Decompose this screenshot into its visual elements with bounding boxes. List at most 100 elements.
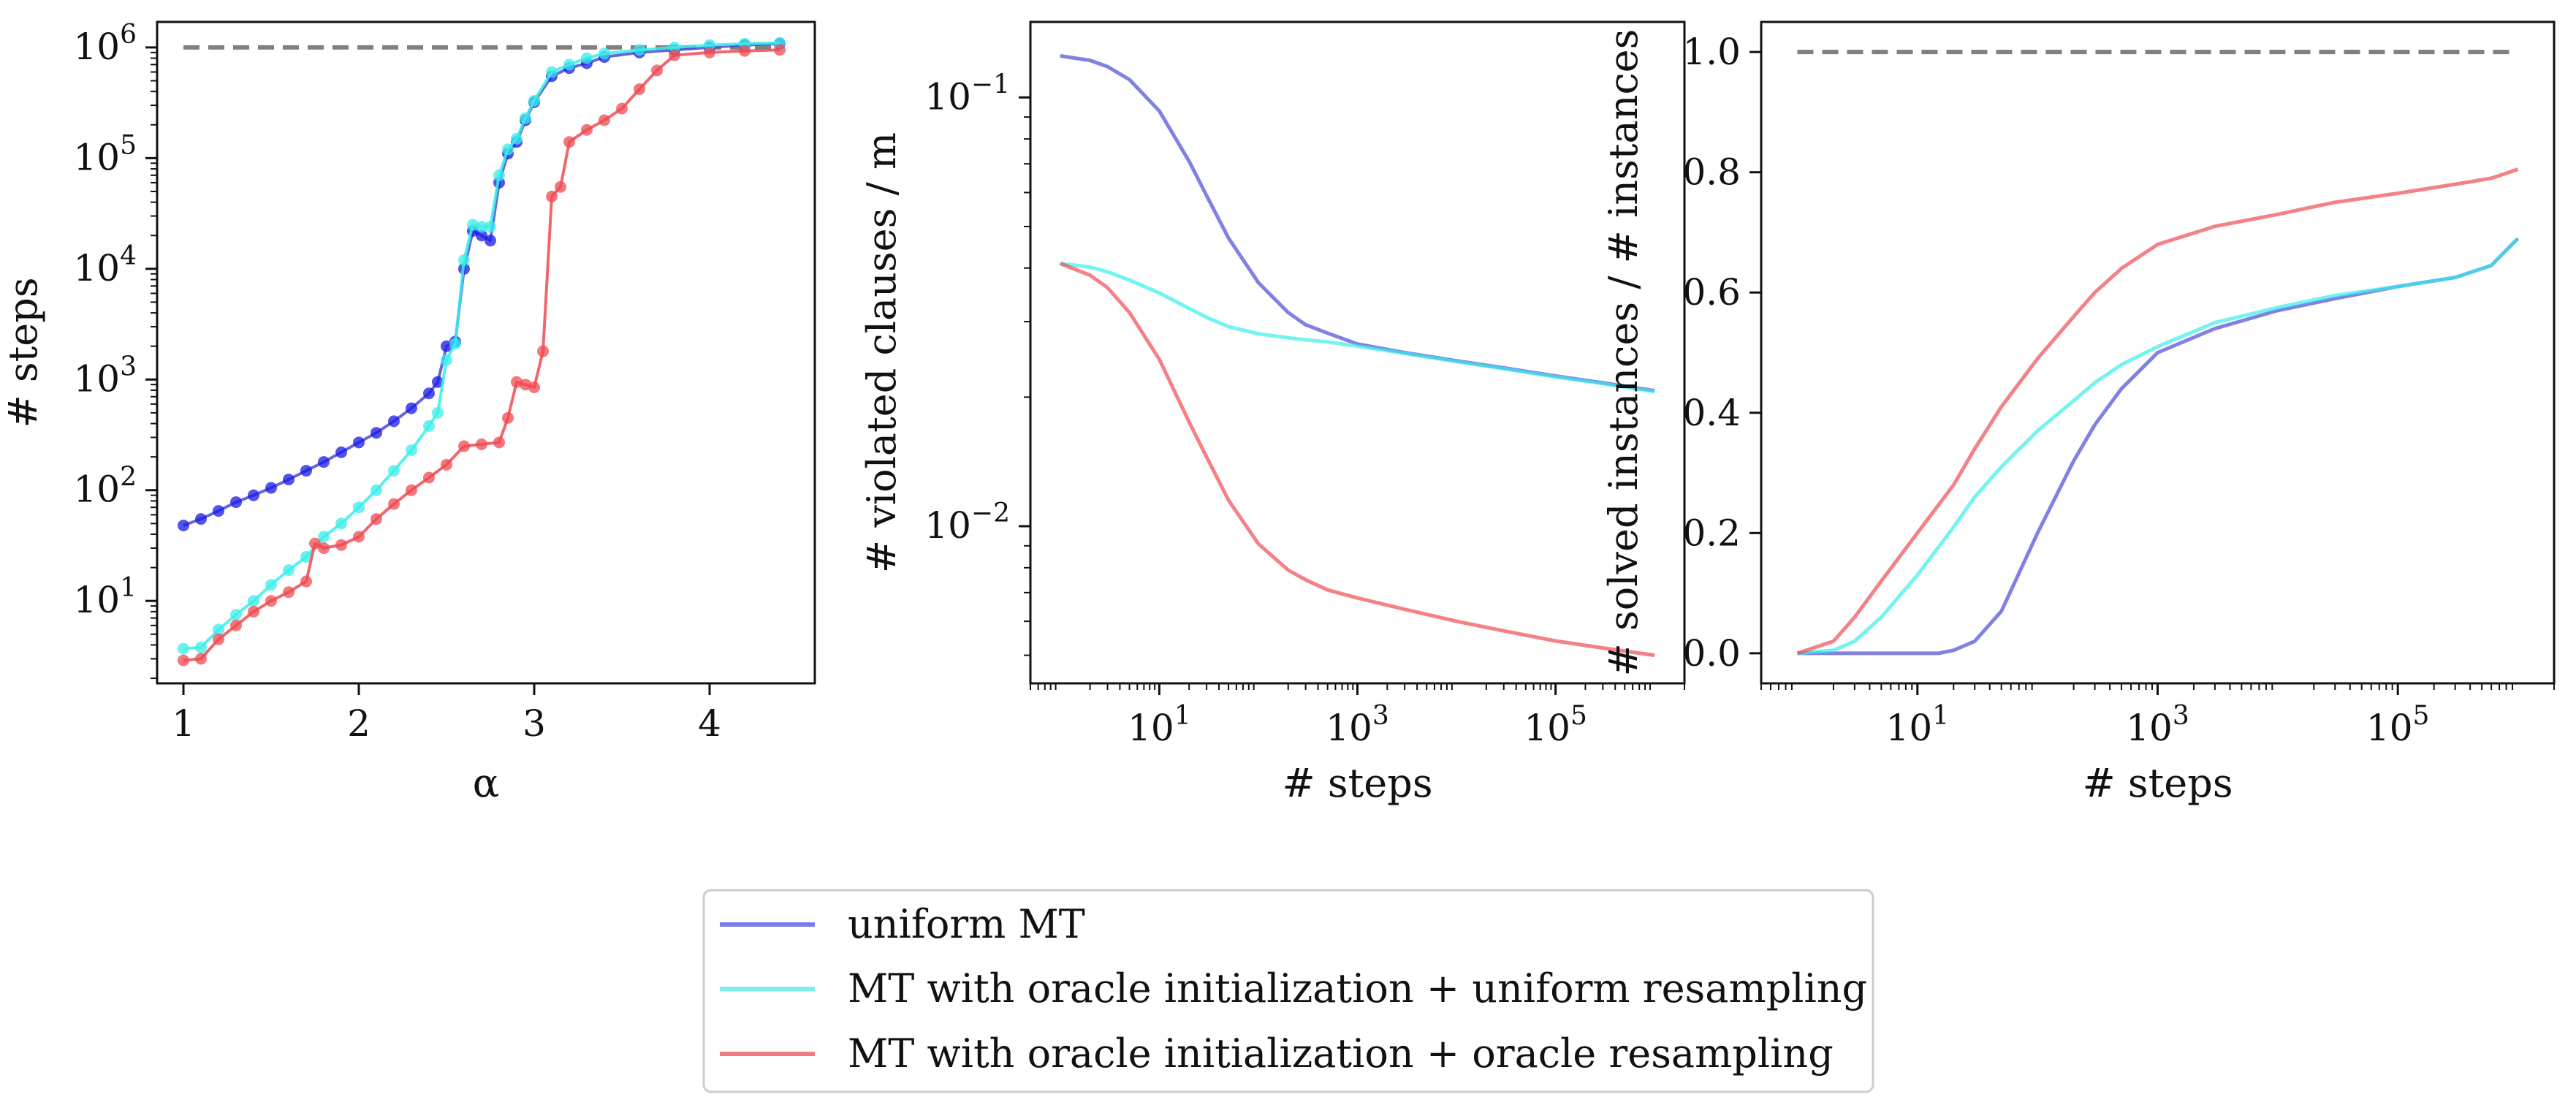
x-tick-label: 103 <box>2126 701 2189 749</box>
x-axis-label: # steps <box>2082 760 2233 806</box>
data-point <box>178 654 189 667</box>
y-tick-label: 0.6 <box>1682 271 1741 314</box>
data-point <box>335 539 347 551</box>
axes-frame-steps <box>156 20 816 685</box>
data-point <box>248 489 259 501</box>
data-point <box>485 221 496 233</box>
data-point <box>283 563 295 576</box>
series-line-oracle-init <box>183 41 780 650</box>
y-tick-label: 104 <box>73 241 137 289</box>
y-tick-label: 106 <box>73 20 137 68</box>
data-point <box>300 465 312 477</box>
data-point <box>634 44 645 56</box>
series-line-oracle-both <box>1059 262 1655 658</box>
data-point <box>493 436 505 449</box>
data-point <box>213 623 224 636</box>
x-tick-label: 101 <box>1128 701 1191 749</box>
data-point <box>520 379 531 391</box>
data-point <box>563 136 575 148</box>
legend-label-oracle-both: MT with oracle initialization + oracle r… <box>848 1030 1834 1077</box>
x-axis-label: # steps <box>1282 760 1432 806</box>
data-point <box>213 505 224 517</box>
data-point <box>449 338 461 350</box>
y-tick-label: 103 <box>73 352 137 400</box>
data-point <box>458 254 470 266</box>
data-point <box>406 484 417 496</box>
y-tick-label: 102 <box>73 463 137 511</box>
data-point <box>528 381 540 393</box>
data-point <box>195 641 207 653</box>
y-tick-label: 10−2 <box>924 498 1010 547</box>
data-point <box>371 427 382 439</box>
data-point <box>546 66 558 78</box>
panel-solved-fraction: 101 103 105 0.0 0.2 0.4 0.6 0.8 1.0 # steps # solv… <box>1600 20 2556 806</box>
data-point <box>265 595 277 607</box>
data-point <box>318 542 330 554</box>
data-point <box>537 345 549 357</box>
data-point <box>441 458 452 471</box>
y-axis-label: # steps <box>0 277 46 428</box>
data-point <box>476 229 487 242</box>
data-point <box>493 169 505 181</box>
data-point <box>335 446 347 458</box>
series-line-oracle-init <box>1797 237 2520 656</box>
data-point <box>651 64 663 77</box>
data-point <box>599 48 610 60</box>
y-tick-label: 10−1 <box>924 69 1010 118</box>
data-point <box>371 513 382 525</box>
y-tick-label: 0.0 <box>1682 632 1741 675</box>
data-point <box>335 517 347 530</box>
data-point <box>213 633 224 645</box>
data-point <box>318 531 330 543</box>
data-point <box>388 415 400 428</box>
axes-frame-violated <box>1029 20 1686 685</box>
x-tick-label: 103 <box>1326 701 1389 749</box>
data-point <box>406 402 417 414</box>
data-point <box>616 102 628 115</box>
panel-violated-clauses: 101 103 105 10−1 10−2 # steps # violated claus… <box>859 20 1686 806</box>
data-point <box>248 605 259 618</box>
y-tick-label: 101 <box>73 573 137 621</box>
y-tick-label: 0.2 <box>1682 512 1741 554</box>
x-tick-label: 2 <box>347 702 371 745</box>
data-point <box>178 642 189 655</box>
data-point <box>230 619 242 631</box>
data-point <box>318 456 330 468</box>
data-point <box>581 124 593 136</box>
panel-steps-vs-alpha: 1 2 3 4 101 102 103 104 105 106 α # steps <box>0 20 816 806</box>
legend-label-uniform: uniform MT <box>848 901 1085 947</box>
data-point <box>432 376 444 388</box>
data-point <box>195 653 207 665</box>
data-point <box>300 550 312 563</box>
data-point <box>739 45 751 57</box>
data-point <box>353 531 365 543</box>
y-tick-label: 0.4 <box>1682 392 1741 434</box>
data-point <box>546 190 558 202</box>
x-tick-label: 101 <box>1886 701 1950 749</box>
data-point <box>195 513 207 525</box>
series-line-uniform <box>183 42 780 527</box>
data-point <box>432 406 444 419</box>
data-point <box>309 537 321 550</box>
data-point <box>388 498 400 510</box>
data-point <box>555 181 566 193</box>
y-tick-label: 1.0 <box>1682 31 1741 73</box>
series-line-oracle-both <box>183 48 780 662</box>
data-point <box>178 520 189 532</box>
data-point <box>248 595 259 607</box>
data-point <box>230 496 242 509</box>
data-point <box>230 609 242 621</box>
legend-frame <box>702 889 1874 1093</box>
data-point <box>502 411 514 424</box>
data-point <box>406 444 417 456</box>
data-point <box>441 340 452 352</box>
y-tick-label: 0.8 <box>1682 151 1741 194</box>
data-point <box>563 58 575 71</box>
series-line-oracle-both <box>1796 167 2519 656</box>
legend-label-oracle-init: MT with oracle initialization + uniform … <box>848 965 1867 1011</box>
data-point <box>599 114 610 126</box>
y-axis-label: # violated clauses / m <box>859 132 905 573</box>
data-point <box>502 143 514 156</box>
data-point <box>476 221 487 233</box>
